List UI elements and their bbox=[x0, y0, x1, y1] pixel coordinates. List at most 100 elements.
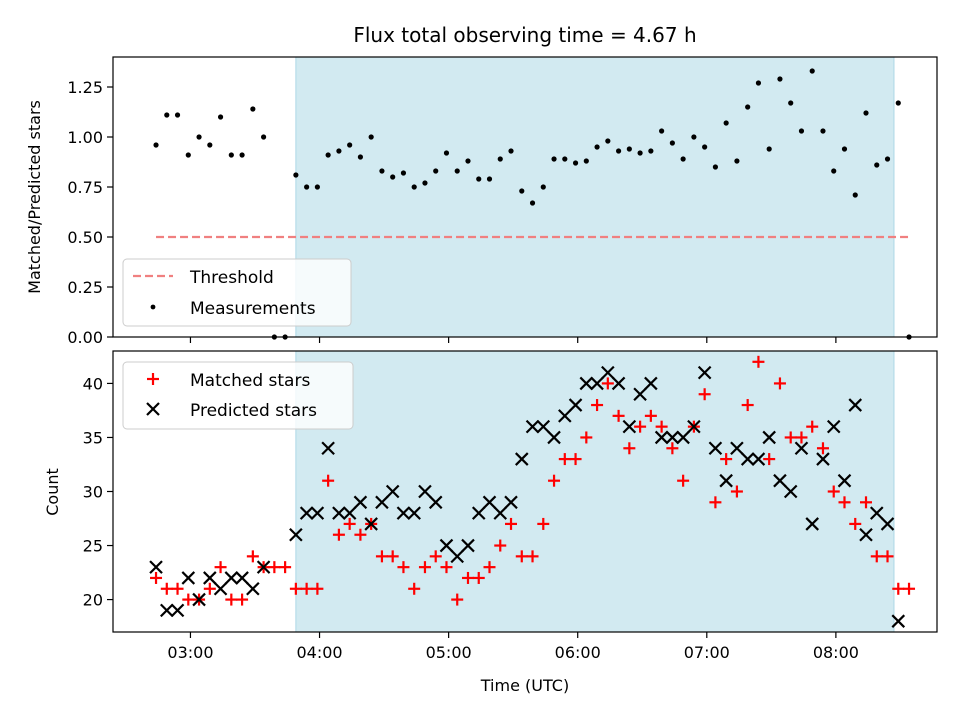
matched-star-point bbox=[429, 550, 442, 563]
measurement-point bbox=[745, 104, 751, 110]
measurement-point bbox=[798, 128, 805, 134]
measurement-point bbox=[551, 156, 557, 162]
matched-star-point bbox=[246, 550, 259, 563]
predicted-star-point bbox=[170, 603, 185, 618]
matched-star-point bbox=[343, 517, 356, 530]
matched-star-point bbox=[214, 561, 227, 574]
predicted-star-point bbox=[859, 527, 873, 542]
top-y-tick-label: 0.25 bbox=[67, 278, 103, 297]
matched-star-point bbox=[289, 582, 302, 595]
predicted-star-point bbox=[235, 571, 249, 585]
matched-star-point bbox=[322, 474, 335, 487]
top-y-tick-label: 0.75 bbox=[67, 178, 103, 197]
predicted-star-point bbox=[654, 430, 669, 445]
matched-legend-swatch bbox=[147, 373, 159, 385]
legend-predicted-label: Predicted stars bbox=[190, 401, 317, 421]
observing-span-top bbox=[295, 56, 895, 338]
measurement-point bbox=[583, 158, 589, 164]
predicted-star-point bbox=[816, 452, 830, 466]
matched-star-point bbox=[666, 442, 679, 455]
measurement-point bbox=[734, 158, 740, 164]
matched-star-point bbox=[515, 550, 528, 563]
top-panel: 0.00 0.25 0.50 0.75 1.00 1.25 Flux total obse… bbox=[25, 23, 938, 347]
measurement-point bbox=[755, 80, 762, 86]
measurement-point bbox=[702, 144, 708, 150]
x-tick-label: 06:00 bbox=[555, 643, 601, 662]
top-legend-box bbox=[122, 258, 352, 327]
predicted-star-point bbox=[558, 409, 572, 423]
measurement-point bbox=[411, 184, 417, 190]
predicted-star-point bbox=[536, 419, 551, 434]
measurement-point bbox=[422, 180, 428, 186]
predicted-star-point bbox=[289, 527, 303, 542]
predicted-star-point bbox=[611, 376, 626, 391]
measurement-point bbox=[562, 156, 568, 162]
predicted-star-point bbox=[740, 452, 755, 466]
measurement-point bbox=[293, 172, 299, 178]
predicted-star-point bbox=[385, 484, 400, 499]
x-tick-label: 03:00 bbox=[167, 643, 213, 662]
predicted-star-point bbox=[644, 376, 658, 391]
predicted-star-point bbox=[493, 506, 508, 520]
measurement-point bbox=[863, 110, 869, 116]
measurement-point bbox=[164, 112, 170, 118]
matched-star-point bbox=[160, 582, 173, 595]
matched-star-point bbox=[569, 453, 582, 466]
matched-star-point bbox=[752, 355, 765, 368]
matched-star-point bbox=[268, 561, 281, 574]
predicted-star-point bbox=[160, 603, 174, 618]
predicted-star-point bbox=[428, 495, 443, 510]
predicted-star-point bbox=[783, 484, 798, 499]
matched-star-point bbox=[440, 561, 453, 574]
matched-star-point bbox=[881, 550, 894, 563]
matched-star-point bbox=[375, 550, 388, 563]
measurement-point bbox=[433, 168, 439, 174]
matched-star-point bbox=[483, 561, 496, 574]
predicted-star-point bbox=[396, 506, 411, 520]
predicted-star-point bbox=[332, 506, 346, 520]
measurement-point bbox=[486, 176, 493, 182]
observing-span-bottom bbox=[295, 350, 895, 633]
top-y-tick-label: 0.50 bbox=[67, 228, 103, 247]
bottom-panel: 20 25 30 35 40 03:00 04:00 05:00 06:00 07:00 08:0… bbox=[43, 350, 938, 695]
measurement-point bbox=[626, 146, 632, 152]
top-x-ticks bbox=[189, 337, 837, 343]
matched-star-point bbox=[150, 571, 163, 584]
predicted-star-point bbox=[622, 419, 637, 434]
measurement-point bbox=[400, 170, 407, 176]
predicted-star-point bbox=[364, 517, 378, 531]
measurements-legend-swatch bbox=[150, 304, 156, 310]
predicted-star-point bbox=[579, 376, 594, 391]
bottom-axes-frame bbox=[112, 350, 938, 633]
predicted-star-point bbox=[762, 430, 776, 445]
matched-star-point bbox=[784, 431, 797, 444]
measurement-point bbox=[239, 152, 245, 158]
measurement-point bbox=[680, 156, 686, 162]
matched-star-point bbox=[741, 399, 754, 412]
predicted-star-point bbox=[687, 419, 701, 434]
measurement-point bbox=[659, 128, 665, 134]
predicted-star-point bbox=[246, 581, 260, 596]
top-axes-frame bbox=[112, 56, 938, 338]
measurement-point bbox=[723, 120, 729, 126]
predicted-star-point bbox=[461, 538, 475, 553]
measurement-point bbox=[605, 138, 611, 144]
measurement-point bbox=[185, 152, 191, 158]
matched-star-point bbox=[720, 453, 733, 466]
measurement-point bbox=[476, 176, 482, 182]
measurement-point bbox=[820, 128, 826, 134]
matched-star-point bbox=[300, 582, 313, 595]
measurement-point bbox=[809, 68, 815, 74]
predicted-star-point bbox=[299, 506, 314, 520]
predicted-star-point bbox=[224, 571, 239, 585]
measurement-point bbox=[691, 134, 697, 140]
measurement-point bbox=[217, 114, 224, 120]
matched-star-point bbox=[548, 474, 561, 487]
bottom-y-tick-label: 35 bbox=[83, 428, 103, 447]
measurement-point bbox=[777, 76, 783, 82]
predicted-star-point bbox=[439, 538, 454, 553]
bottom-y-tick-label: 30 bbox=[83, 483, 103, 502]
predicted-star-point bbox=[256, 560, 271, 574]
matched-star-point bbox=[537, 517, 550, 530]
matched-star-point bbox=[236, 593, 249, 606]
